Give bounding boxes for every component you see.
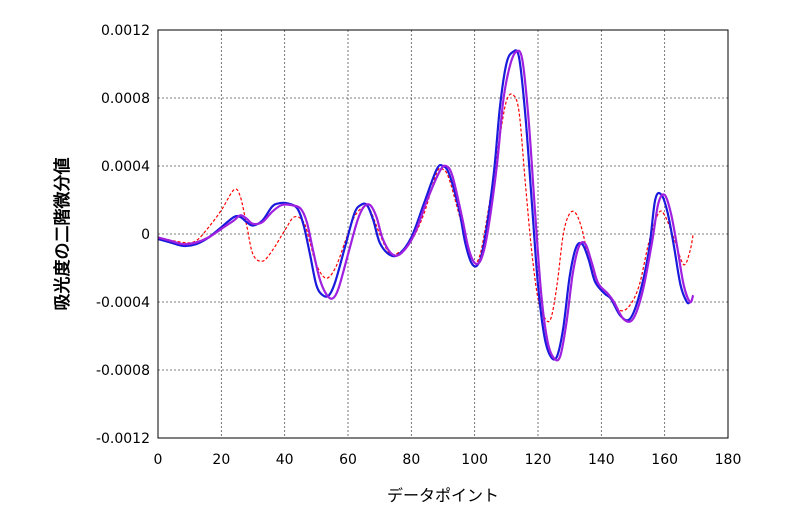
- y-tick-label: 0.0008: [101, 91, 150, 107]
- series-line-2: [157, 49, 691, 361]
- series-line-3: [157, 49, 695, 362]
- x-tick-label: 80: [402, 452, 420, 468]
- x-tick-label: 60: [339, 452, 357, 468]
- x-axis-label: データポイント: [387, 486, 499, 505]
- x-tick-label: 40: [276, 452, 294, 468]
- x-tick-label: 120: [525, 452, 552, 468]
- y-tick-labels: -0.0012 -0.0008 -0.0004 0 0.0004 0.0008 0.0012: [96, 23, 150, 447]
- y-tick-label: 0.0004: [101, 159, 150, 175]
- x-tick-labels: 0 20 40 60 80 100 120 140 160 180: [154, 452, 742, 468]
- x-tick-label: 160: [651, 452, 678, 468]
- x-tick-label: 0: [154, 452, 163, 468]
- y-tick-label: 0.0012: [101, 23, 150, 39]
- y-tick-label: -0.0012: [96, 431, 150, 447]
- x-tick-label: 180: [715, 452, 742, 468]
- x-tick-label: 100: [461, 452, 488, 468]
- y-tick-label: 0: [141, 227, 150, 243]
- series-layer: [157, 49, 695, 362]
- x-tick-label: 140: [588, 452, 615, 468]
- plot-frame: [157, 29, 729, 439]
- y-tick-label: -0.0008: [96, 363, 150, 379]
- y-tick-label: -0.0004: [96, 295, 150, 311]
- x-tick-label: 20: [212, 452, 230, 468]
- y-axis-label: 吸光度の二階微分値: [52, 158, 73, 311]
